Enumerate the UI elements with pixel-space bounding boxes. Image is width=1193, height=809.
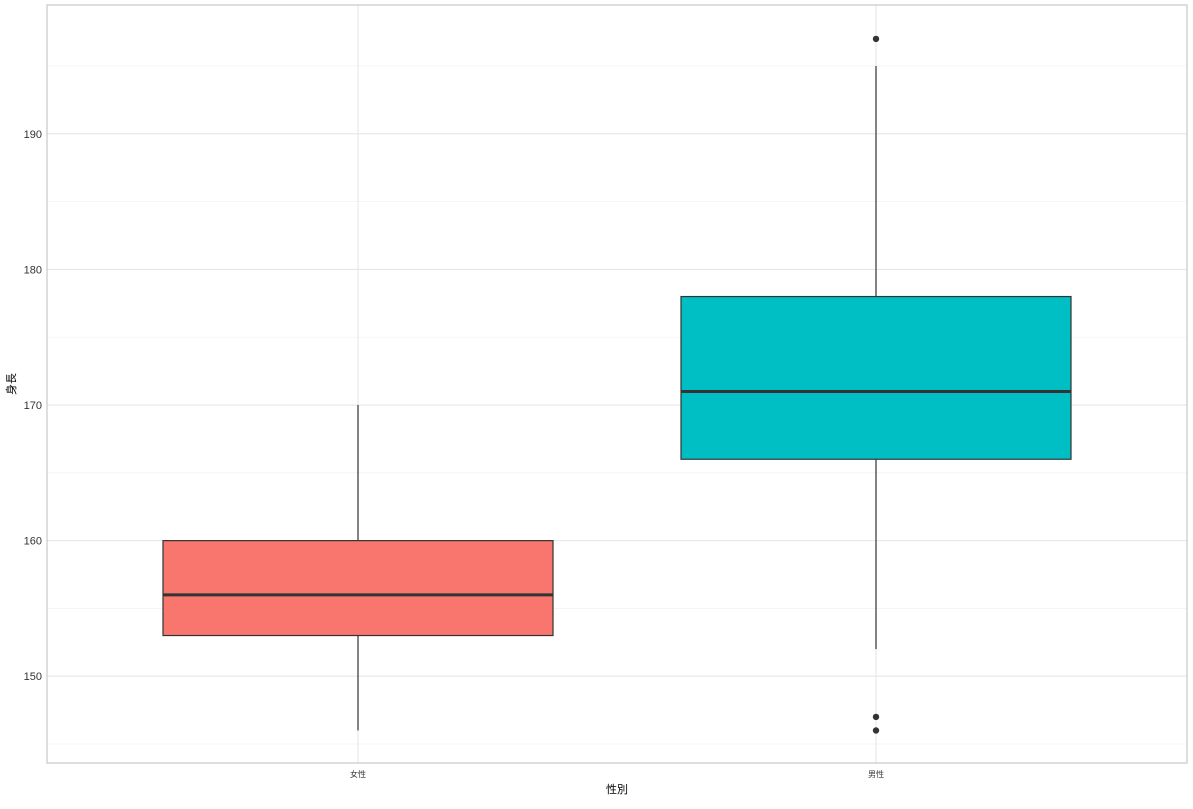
outlier-point — [872, 727, 880, 734]
y-tick-label: 180 — [24, 264, 42, 276]
outlier-point — [872, 713, 880, 721]
y-tick-label: 160 — [24, 536, 42, 548]
box-iqr — [680, 295, 1072, 460]
outlier-point — [872, 35, 880, 43]
box-iqr — [162, 540, 554, 637]
y-tick-label: 190 — [24, 129, 42, 141]
y-axis-ticks: 150 160 170 180 190 — [24, 129, 42, 683]
box-1 — [162, 405, 554, 731]
x-tick-label: 女性 — [350, 769, 366, 779]
y-axis-label: 身長 — [4, 373, 18, 395]
box-series — [162, 35, 1072, 734]
y-tick-label: 150 — [24, 671, 42, 683]
box-2 — [680, 35, 1072, 734]
x-tick-label: 男性 — [868, 769, 884, 779]
x-axis-label: 性別 — [606, 782, 628, 796]
y-tick-label: 170 — [24, 400, 42, 412]
x-axis-ticks: 女性 男性 — [350, 769, 884, 779]
plot-panel-border — [46, 4, 1188, 764]
